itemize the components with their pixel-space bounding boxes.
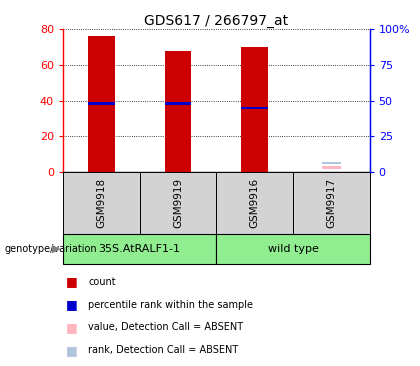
Text: GSM9918: GSM9918 (96, 178, 106, 228)
Text: percentile rank within the sample: percentile rank within the sample (88, 299, 253, 310)
Text: rank, Detection Call = ABSENT: rank, Detection Call = ABSENT (88, 345, 239, 355)
Bar (322, 162, 341, 164)
Bar (63, 172, 139, 234)
Text: genotype/variation: genotype/variation (4, 244, 97, 254)
Bar (165, 51, 192, 172)
Text: value, Detection Call = ABSENT: value, Detection Call = ABSENT (88, 322, 243, 332)
Bar (241, 47, 268, 172)
Text: ■: ■ (66, 344, 77, 356)
Bar (241, 107, 268, 109)
Bar (216, 172, 293, 234)
Text: wild type: wild type (268, 244, 318, 254)
Bar (88, 36, 115, 172)
Bar (88, 102, 115, 105)
Bar (322, 167, 341, 169)
Text: count: count (88, 277, 116, 287)
Text: GSM9916: GSM9916 (249, 178, 260, 228)
Bar (165, 102, 192, 105)
Text: ▶: ▶ (52, 244, 61, 254)
Bar (63, 234, 216, 264)
Title: GDS617 / 266797_at: GDS617 / 266797_at (144, 14, 289, 28)
Text: ■: ■ (66, 275, 77, 288)
Text: ■: ■ (66, 298, 77, 311)
Text: ■: ■ (66, 321, 77, 334)
Text: GSM9917: GSM9917 (326, 178, 336, 228)
Text: GSM9919: GSM9919 (173, 178, 183, 228)
Text: 35S.AtRALF1-1: 35S.AtRALF1-1 (99, 244, 181, 254)
Bar (216, 234, 370, 264)
Bar (293, 172, 370, 234)
Bar (139, 172, 216, 234)
